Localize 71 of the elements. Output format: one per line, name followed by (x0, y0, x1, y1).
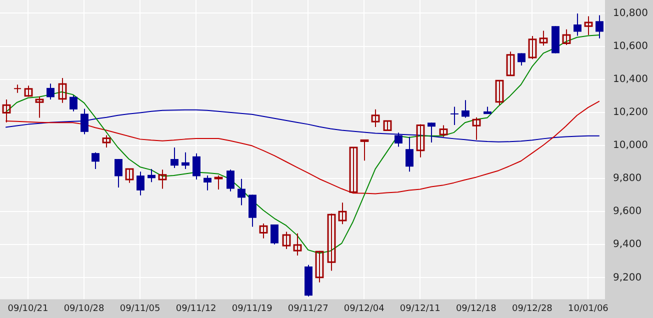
candlestick (439, 124, 448, 138)
candlestick (371, 108, 380, 128)
candlestick (270, 224, 278, 245)
candlestick (406, 136, 414, 172)
x-tick-label: 09/12/28 (512, 304, 553, 314)
candlestick (192, 152, 200, 180)
candlestick (338, 202, 347, 225)
candlestick (182, 152, 190, 170)
candlestick (238, 178, 246, 206)
y-tick-label: 9,800 (613, 173, 642, 184)
candlestick (360, 139, 369, 162)
candlestick (518, 52, 526, 66)
candlestick (462, 100, 470, 118)
x-tick-label: 10/01/06 (568, 304, 609, 314)
candlestick (506, 51, 515, 76)
candlestick (14, 84, 22, 94)
y-tick-label: 10,400 (613, 74, 648, 85)
candlestick (472, 116, 481, 140)
candlestick (327, 213, 336, 272)
candlestick (574, 13, 582, 36)
candlestick (383, 120, 392, 132)
y-tick-label: 9,200 (613, 272, 642, 284)
x-tick-label: 09/12/18 (456, 304, 497, 314)
x-tick-label: 09/12/11 (400, 304, 440, 314)
candlestick (136, 171, 144, 196)
candlestick (35, 96, 44, 118)
candlestick (58, 78, 67, 104)
candlestick (248, 194, 256, 228)
x-tick-label: 09/11/05 (120, 304, 160, 314)
x-tick-label: 09/10/28 (64, 304, 105, 314)
candlestick (102, 134, 111, 148)
candlestick (450, 106, 458, 126)
candlestick (495, 80, 504, 106)
y-tick-label: 10,800 (613, 8, 648, 19)
y-tick-label: 10,000 (613, 140, 648, 152)
candlestick (226, 169, 234, 192)
candlestick (428, 122, 436, 143)
candlestick (315, 250, 324, 283)
candlestick (539, 30, 548, 46)
candlestick (596, 14, 604, 39)
candlestick (2, 99, 11, 123)
candlestick (293, 232, 302, 256)
candlestick (24, 85, 33, 98)
candlestick (416, 124, 425, 158)
x-tick-label: 09/10/21 (8, 304, 48, 314)
candlestick (562, 28, 571, 46)
candlestick (528, 36, 537, 60)
candlestick (114, 158, 122, 188)
candlestick (148, 168, 156, 183)
y-tick-label: 9,400 (613, 239, 642, 250)
candlestick (282, 231, 291, 250)
candlestick (204, 175, 212, 191)
y-tick-label: 10,600 (613, 40, 648, 52)
candlestick (214, 175, 223, 190)
candlestick (46, 83, 54, 100)
candlestick (92, 152, 100, 170)
candlestick (80, 108, 88, 135)
candlestick (394, 132, 402, 148)
candlestick (170, 146, 178, 168)
x-tick-label: 09/11/27 (288, 304, 328, 314)
candlestick (349, 146, 358, 193)
y-tick-label: 10,200 (613, 107, 648, 118)
candlestick (125, 168, 134, 184)
candlestick (259, 222, 268, 239)
candlestick (158, 169, 167, 190)
x-tick-label: 09/11/19 (232, 304, 273, 314)
y-tick-label: 9,600 (613, 206, 642, 218)
candlestick (70, 95, 78, 112)
candlestick (584, 16, 593, 36)
x-tick-label: 09/11/12 (176, 304, 216, 314)
x-tick-label: 09/12/04 (344, 304, 385, 314)
